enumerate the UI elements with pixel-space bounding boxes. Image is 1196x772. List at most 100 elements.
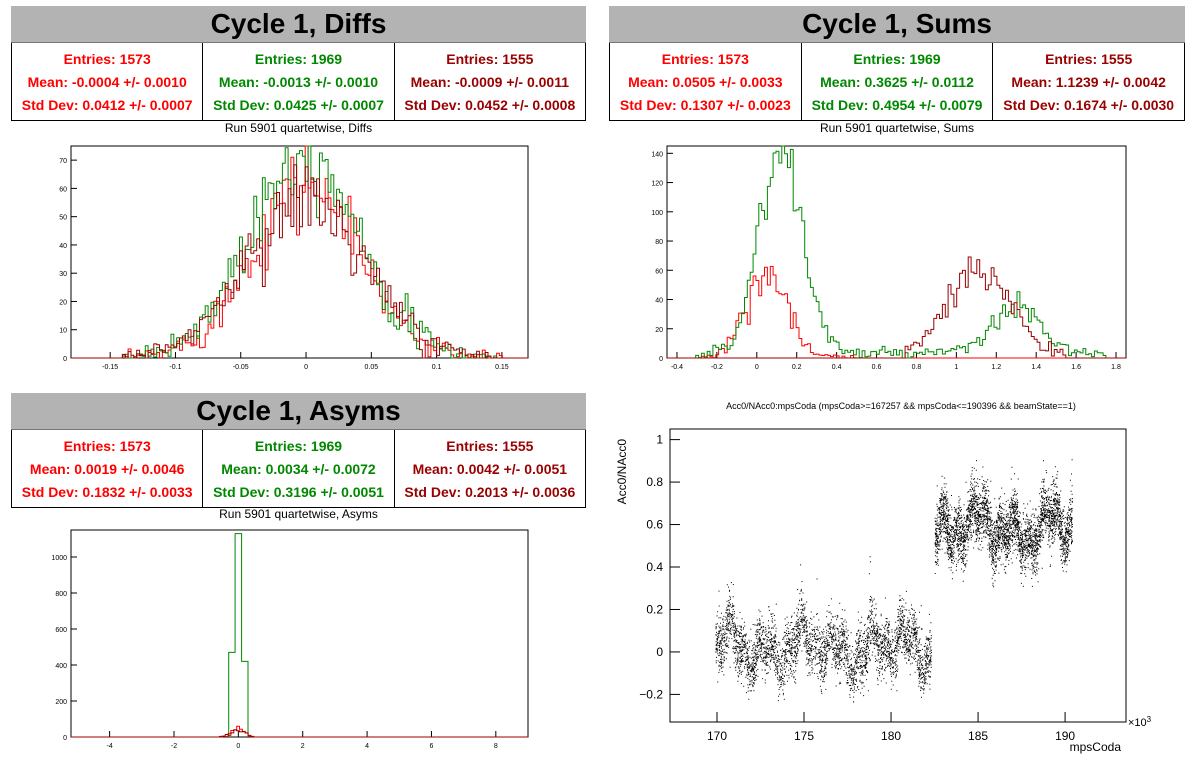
histogram-series-darkred bbox=[71, 729, 528, 738]
x-tick-label: -0.1 bbox=[169, 364, 181, 371]
entries: Entries: 1969 bbox=[254, 50, 343, 67]
std-dev: Std Dev: 0.1674 +/- 0.0030 bbox=[1003, 96, 1175, 113]
histogram-series-green bbox=[71, 145, 528, 359]
std-dev: Std Dev: 0.0452 +/- 0.0008 bbox=[404, 96, 576, 113]
y-tick-label: 100 bbox=[651, 210, 663, 217]
y-tick-label: 0 bbox=[63, 356, 67, 363]
x-tick-label: 0.15 bbox=[495, 364, 509, 371]
x-tick-label: -0.2 bbox=[711, 364, 723, 371]
x-tick-label: 0.05 bbox=[365, 364, 379, 371]
x-tick-label: 0.4 bbox=[832, 364, 842, 371]
std-dev: Std Dev: 0.0425 +/- 0.0007 bbox=[213, 96, 384, 113]
std-dev: Std Dev: 0.1307 +/- 0.0023 bbox=[619, 96, 791, 113]
sums-panel: Cycle 1, Sums Entries: 1573 Mean: 0.0505… bbox=[609, 6, 1185, 371]
sums-title: Cycle 1, Sums bbox=[609, 6, 1185, 43]
stats-box-darkred: Entries: 1555 Mean: 1.1239 +/- 0.0042 St… bbox=[993, 43, 1184, 120]
mean: Mean: 0.0505 +/- 0.0033 bbox=[628, 73, 783, 90]
x-tick-label: 0.8 bbox=[912, 364, 922, 371]
mean: Mean: 0.0034 +/- 0.0072 bbox=[221, 460, 376, 477]
stats-box-green: Entries: 1969 Mean: 0.0034 +/- 0.0072 St… bbox=[203, 430, 395, 507]
y-tick-label: 20 bbox=[655, 327, 663, 334]
y-tick-label: 400 bbox=[55, 663, 67, 670]
std-dev: Std Dev: 0.3196 +/- 0.0051 bbox=[213, 483, 384, 500]
x-tick-label: 170 bbox=[707, 729, 727, 743]
y-tick-label: 40 bbox=[655, 298, 663, 305]
x-tick-label: -0.15 bbox=[102, 364, 118, 371]
x-tick-label: 0 bbox=[304, 364, 308, 371]
entries: Entries: 1573 bbox=[661, 50, 749, 67]
x-tick-label: -0.05 bbox=[233, 364, 249, 371]
y-tick-label: 0.6 bbox=[646, 518, 663, 532]
asyms-panel: Cycle 1, Asyms Entries: 1573 Mean: 0.001… bbox=[11, 393, 586, 768]
plot-frame bbox=[70, 145, 529, 359]
x-exponent: ×103 bbox=[1128, 715, 1152, 729]
asyms-hist-title: Run 5901 quartetwise, Asyms bbox=[219, 507, 378, 521]
x-tick-label: 0.2 bbox=[792, 364, 802, 371]
x-tick-label: 1.6 bbox=[1071, 364, 1081, 371]
mean: Mean: 0.0019 +/- 0.0046 bbox=[29, 460, 185, 477]
y-axis-label: Acc0/NAcc0 bbox=[615, 439, 629, 505]
y-tick-label: 1000 bbox=[51, 555, 67, 562]
y-tick-label: 200 bbox=[55, 699, 67, 706]
y-tick-label: 0.8 bbox=[646, 475, 663, 489]
x-tick-label: 1.4 bbox=[1031, 364, 1041, 371]
x-tick-label: 0 bbox=[755, 364, 759, 371]
histogram-series-red bbox=[71, 145, 528, 359]
y-tick-label: 140 bbox=[651, 151, 663, 158]
y-tick-label: 40 bbox=[59, 243, 67, 250]
y-tick-label: 0 bbox=[659, 356, 663, 363]
acc-scatter-plot: Acc0/NAcc0:mpsCoda (mpsCoda>=167257 && m… bbox=[615, 401, 1152, 754]
plot-frame bbox=[669, 428, 1127, 723]
histogram-series-green bbox=[228, 533, 249, 737]
sums-hist-title: Run 5901 quartetwise, Sums bbox=[819, 121, 975, 135]
entries: Entries: 1969 bbox=[254, 437, 343, 454]
mean: Mean: -0.0004 +/- 0.0010 bbox=[27, 73, 187, 90]
x-tick-label: 1.8 bbox=[1111, 364, 1121, 371]
x-tick-label: 185 bbox=[968, 729, 988, 743]
y-tick-label: 50 bbox=[59, 215, 67, 222]
scatter-point bbox=[715, 459, 1073, 703]
entries: Entries: 1555 bbox=[446, 50, 534, 67]
x-tick-label: 2 bbox=[301, 743, 305, 750]
scatter-points bbox=[715, 459, 1073, 703]
mean: Mean: 1.1239 +/- 0.0042 bbox=[1011, 73, 1166, 90]
asyms-stats: Entries: 1573 Mean: 0.0019 +/- 0.0046 St… bbox=[11, 430, 586, 508]
stats-box-green: Entries: 1969 Mean: -0.0013 +/- 0.0010 S… bbox=[203, 43, 395, 120]
stats-box-darkred: Entries: 1555 Mean: 0.0042 +/- 0.0051 St… bbox=[395, 430, 585, 507]
histogram-series-green bbox=[667, 145, 1126, 359]
asyms-histogram: 0 200 400 600 800 1000 -4 -2 0 2 4 6 8 bbox=[51, 529, 529, 750]
x-tick-label: 175 bbox=[794, 729, 814, 743]
y-tick-label: 60 bbox=[59, 186, 67, 193]
y-tick-label: −0.2 bbox=[639, 687, 663, 701]
entries: Entries: 1555 bbox=[1045, 50, 1133, 67]
histogram-series-darkred bbox=[71, 164, 528, 359]
sums-histogram: 0 20 40 60 80 100 120 140 -0.4 -0.2 0 0.2 0.4 0.6 0.8 1… bbox=[651, 145, 1127, 371]
stats-box-green: Entries: 1969 Mean: 0.3625 +/- 0.0112 St… bbox=[802, 43, 994, 120]
y-tick-label: 70 bbox=[59, 158, 67, 165]
std-dev: Std Dev: 0.0412 +/- 0.0007 bbox=[21, 96, 193, 113]
y-tick-label: 800 bbox=[55, 591, 67, 598]
y-tick-label: 30 bbox=[59, 271, 67, 278]
y-tick-label: 0 bbox=[656, 645, 663, 659]
mean: Mean: -0.0013 +/- 0.0010 bbox=[218, 73, 379, 90]
entries: Entries: 1969 bbox=[853, 50, 941, 67]
x-tick-label: -2 bbox=[171, 743, 177, 750]
x-tick-label: 0.6 bbox=[872, 364, 882, 371]
std-dev: Std Dev: 0.2013 +/- 0.0036 bbox=[404, 483, 576, 500]
entries: Entries: 1573 bbox=[63, 437, 151, 454]
diffs-histogram: 0 10 20 30 40 50 60 70 -0.15 -0.1 -0.05 0 0.05 0.1 0.1… bbox=[59, 145, 529, 371]
plot-frame bbox=[70, 529, 529, 738]
std-dev: Std Dev: 0.1832 +/- 0.0033 bbox=[21, 483, 193, 500]
entries: Entries: 1573 bbox=[63, 50, 151, 67]
x-exponent-power: 3 bbox=[1147, 715, 1152, 724]
y-tick-label: 20 bbox=[59, 299, 67, 306]
asyms-title: Cycle 1, Asyms bbox=[11, 393, 586, 430]
x-tick-label: 0.1 bbox=[432, 364, 442, 371]
scatter-title: Acc0/NAcc0:mpsCoda (mpsCoda>=167257 && m… bbox=[726, 401, 1076, 411]
y-tick-label: 60 bbox=[655, 268, 663, 275]
x-tick-label: -0.4 bbox=[671, 364, 683, 371]
x-tick-label: 8 bbox=[494, 743, 498, 750]
diffs-hist-title: Run 5901 quartetwise, Diffs bbox=[224, 121, 373, 135]
y-tick-label: 0 bbox=[63, 735, 67, 742]
stats-box-red: Entries: 1573 Mean: 0.0505 +/- 0.0033 St… bbox=[610, 43, 802, 120]
